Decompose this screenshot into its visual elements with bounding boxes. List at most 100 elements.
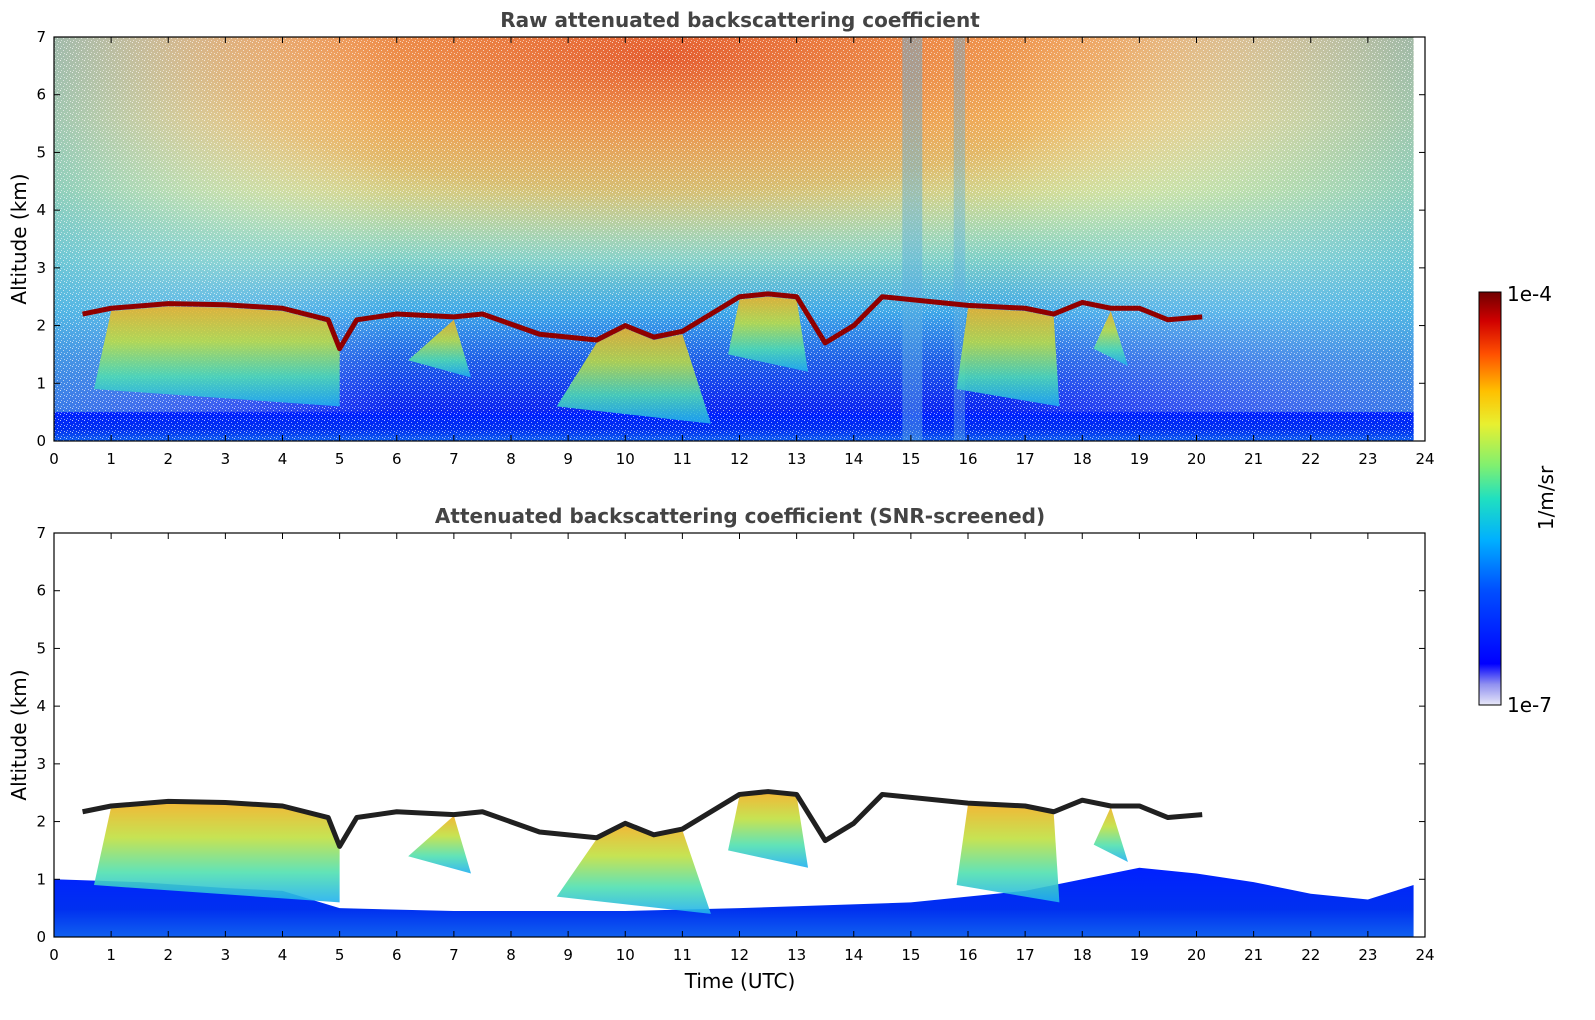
bottom-x-ticks: 0 1 2 3 4 5 6 7 8 9 10 11 12 13 14 15 16 17 18 19 20 21 22 23 24 [49,533,1435,964]
snr-virga [556,824,711,914]
x-tick-label: 23 [1358,946,1377,964]
x-tick-label: 8 [506,450,516,468]
x-tick-label: 6 [392,450,402,468]
x-tick-label: 10 [616,946,635,964]
snr-virga [1093,807,1128,862]
x-tick-label: 0 [49,946,59,964]
y-tick-label: 5 [36,639,46,657]
bottom-y-axis-label: Altitude (km) [7,669,31,800]
raw-cloud-layer [82,291,1203,352]
y-tick-label: 4 [36,697,46,715]
colorbar-unit-label: 1/m/sr [1534,465,1558,530]
x-tick-label: 4 [278,450,288,468]
x-tick-label: 9 [563,946,573,964]
top-panel: Raw attenuated backscattering coefficien… [7,8,1435,468]
snr-virga [408,815,472,874]
bottom-panel-title: Attenuated backscattering coefficient (S… [435,504,1045,528]
raw-stripe [953,37,966,441]
y-tick-label: 3 [36,755,46,773]
snr-surface-layer [54,867,1414,937]
x-tick-label: 18 [1073,450,1092,468]
y-tick-label: 2 [36,813,46,831]
y-tick-label: 1 [36,374,46,392]
x-tick-label: 2 [163,946,173,964]
y-tick-label: 6 [36,86,46,104]
x-axis-label: Time (UTC) [684,969,796,993]
x-tick-label: 16 [958,946,977,964]
x-tick-label: 5 [335,946,345,964]
snr-virga [93,802,340,903]
x-tick-label: 6 [392,946,402,964]
x-tick-label: 21 [1244,450,1263,468]
x-tick-label: 13 [787,450,806,468]
y-tick-label: 4 [36,201,46,219]
y-tick-label: 3 [36,259,46,277]
y-tick-label: 7 [36,28,46,46]
bottom-panel: Attenuated backscattering coefficient (S… [7,504,1435,993]
x-tick-label: 7 [449,450,459,468]
y-tick-label: 0 [36,928,46,946]
x-tick-label: 9 [563,450,573,468]
x-tick-label: 0 [49,450,59,468]
top-heatmap [54,37,1414,441]
x-tick-label: 11 [673,946,692,964]
x-tick-label: 20 [1187,450,1206,468]
x-tick-label: 7 [449,946,459,964]
snr-virga [728,792,809,868]
x-tick-label: 14 [844,450,863,468]
y-tick-label: 7 [36,524,46,542]
x-tick-label: 17 [1016,450,1035,468]
bottom-heatmap [54,789,1414,937]
x-tick-label: 2 [163,450,173,468]
y-tick-label: 5 [36,143,46,161]
x-tick-label: 12 [730,450,749,468]
y-tick-label: 6 [36,582,46,600]
colorbar-min-label: 1e-7 [1507,693,1552,717]
raw-stripe [902,37,923,441]
x-tick-label: 12 [730,946,749,964]
y-tick-label: 0 [36,432,46,450]
x-tick-label: 5 [335,450,345,468]
top-x-ticks: 0 1 2 3 4 5 6 7 8 9 10 11 12 13 14 15 16 17 18 19 20 21 22 23 24 [49,37,1435,468]
x-tick-label: 22 [1301,450,1320,468]
y-tick-label: 2 [36,317,46,335]
x-tick-label: 1 [106,450,116,468]
raw-virga [408,319,472,378]
raw-virga [728,296,809,372]
x-tick-label: 10 [616,450,635,468]
x-tick-label: 23 [1358,450,1377,468]
x-tick-label: 22 [1301,946,1320,964]
x-tick-label: 19 [1130,946,1149,964]
x-tick-label: 1 [106,946,116,964]
colorbar: 1e-4 1e-7 1/m/sr [1478,282,1558,717]
x-tick-label: 11 [673,450,692,468]
snr-virga [956,804,1060,903]
x-tick-label: 24 [1415,946,1434,964]
x-tick-label: 16 [958,450,977,468]
bottom-y-ticks: 0 1 2 3 4 5 6 7 [36,524,1425,946]
x-tick-label: 15 [901,946,920,964]
raw-virga [93,306,340,407]
x-tick-label: 3 [221,450,231,468]
raw-virga [1093,311,1128,366]
x-tick-label: 17 [1016,946,1035,964]
x-tick-label: 8 [506,946,516,964]
x-tick-label: 18 [1073,946,1092,964]
x-tick-label: 3 [221,946,231,964]
colorbar-gradient [1478,291,1502,706]
x-tick-label: 19 [1130,450,1149,468]
top-y-ticks: 0 1 2 3 4 5 6 7 [36,28,1425,450]
x-tick-label: 14 [844,946,863,964]
top-y-axis-label: Altitude (km) [7,173,31,304]
x-tick-label: 20 [1187,946,1206,964]
top-panel-title: Raw attenuated backscattering coefficien… [500,8,980,32]
x-tick-label: 13 [787,946,806,964]
raw-virga [556,328,711,424]
x-tick-label: 21 [1244,946,1263,964]
x-tick-label: 4 [278,946,288,964]
colorbar-max-label: 1e-4 [1507,282,1552,306]
x-tick-label: 24 [1415,450,1434,468]
raw-virga [956,308,1060,407]
x-tick-label: 15 [901,450,920,468]
